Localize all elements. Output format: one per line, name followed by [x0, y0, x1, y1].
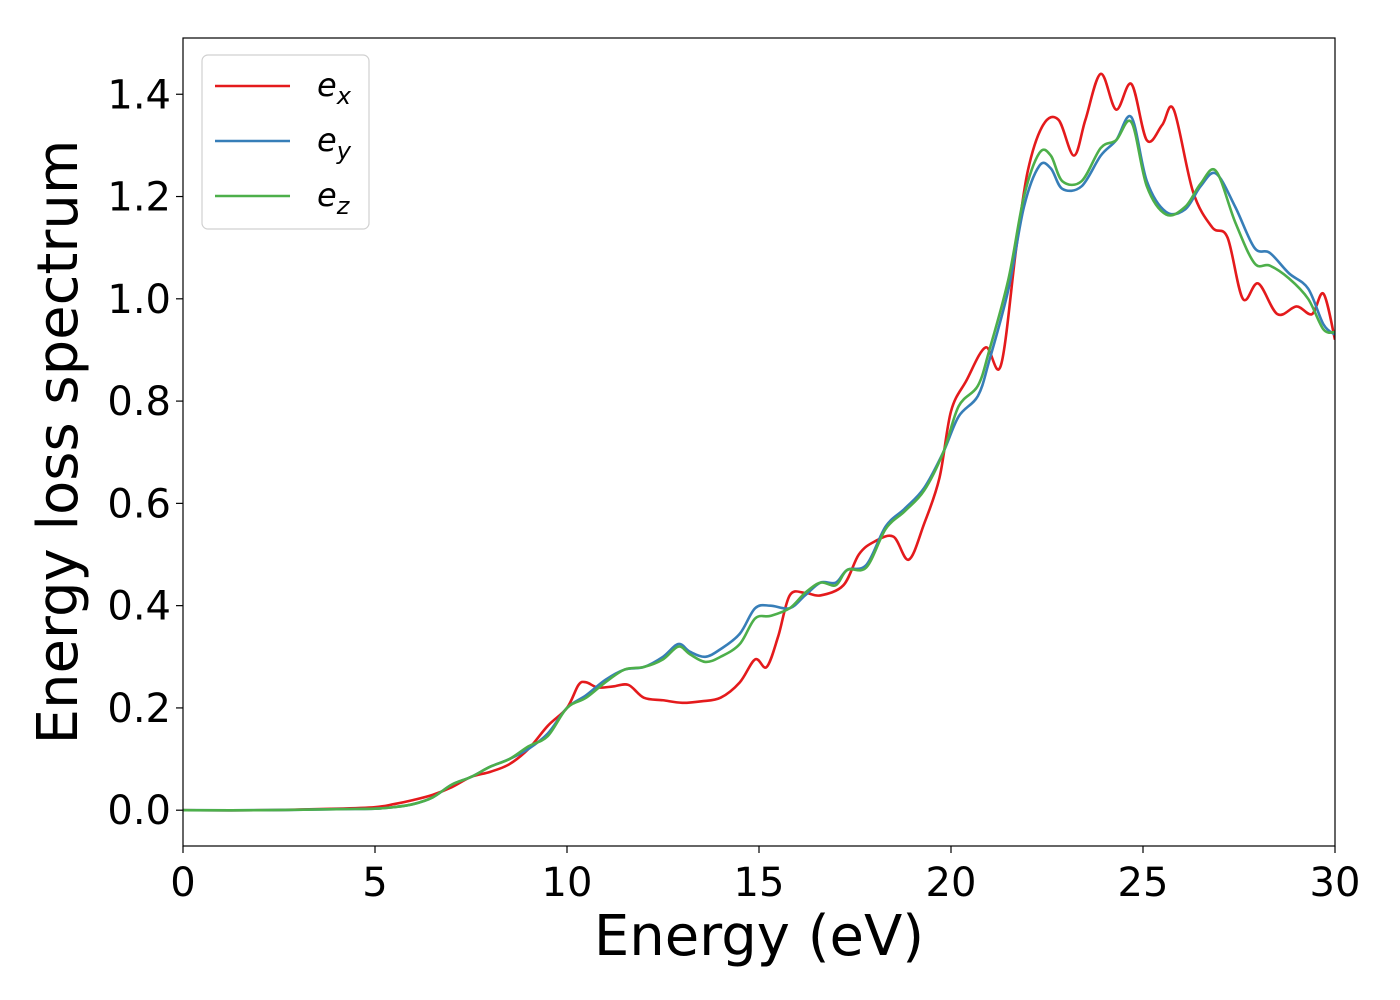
x-tick-label: 25 — [1118, 860, 1169, 906]
y-tick-label: 0.6 — [107, 481, 171, 527]
y-tick-label: 0.8 — [107, 379, 171, 425]
y-tick-label: 1.2 — [107, 175, 171, 221]
axes: 0 5 10 15 20 25 30 0.0 0.2 0.4 0.6 0.8 1.0 1.2 1.4 — [107, 37, 1361, 906]
legend-label-x: ex — [317, 66, 352, 110]
x-tick-label: 15 — [734, 860, 785, 906]
series-line-z — [183, 119, 1335, 812]
x-tick-label: 20 — [926, 860, 977, 906]
x-tick-label: 10 — [542, 860, 593, 906]
series-lines — [183, 72, 1335, 812]
y-tick-label: 0.2 — [107, 686, 171, 732]
plot-area — [183, 72, 1335, 812]
x-tick-label: 5 — [362, 860, 387, 906]
x-tick-label: 30 — [1310, 860, 1361, 906]
x-tick-label: 0 — [170, 860, 195, 906]
legend: ex ey ez — [201, 54, 370, 230]
x-axis-title: Energy (eV) — [594, 904, 924, 969]
y-tick-label: 1.4 — [107, 72, 171, 118]
y-tick-label: 1.0 — [107, 277, 171, 323]
legend-label-z: ez — [317, 176, 351, 220]
series-line-x — [183, 72, 1335, 812]
y-axis-title: Energy loss spectrum — [26, 140, 91, 745]
y-tick-label: 0.0 — [107, 788, 171, 834]
y-tick-label: 0.4 — [107, 584, 171, 630]
legend-label-y: ey — [317, 121, 352, 165]
